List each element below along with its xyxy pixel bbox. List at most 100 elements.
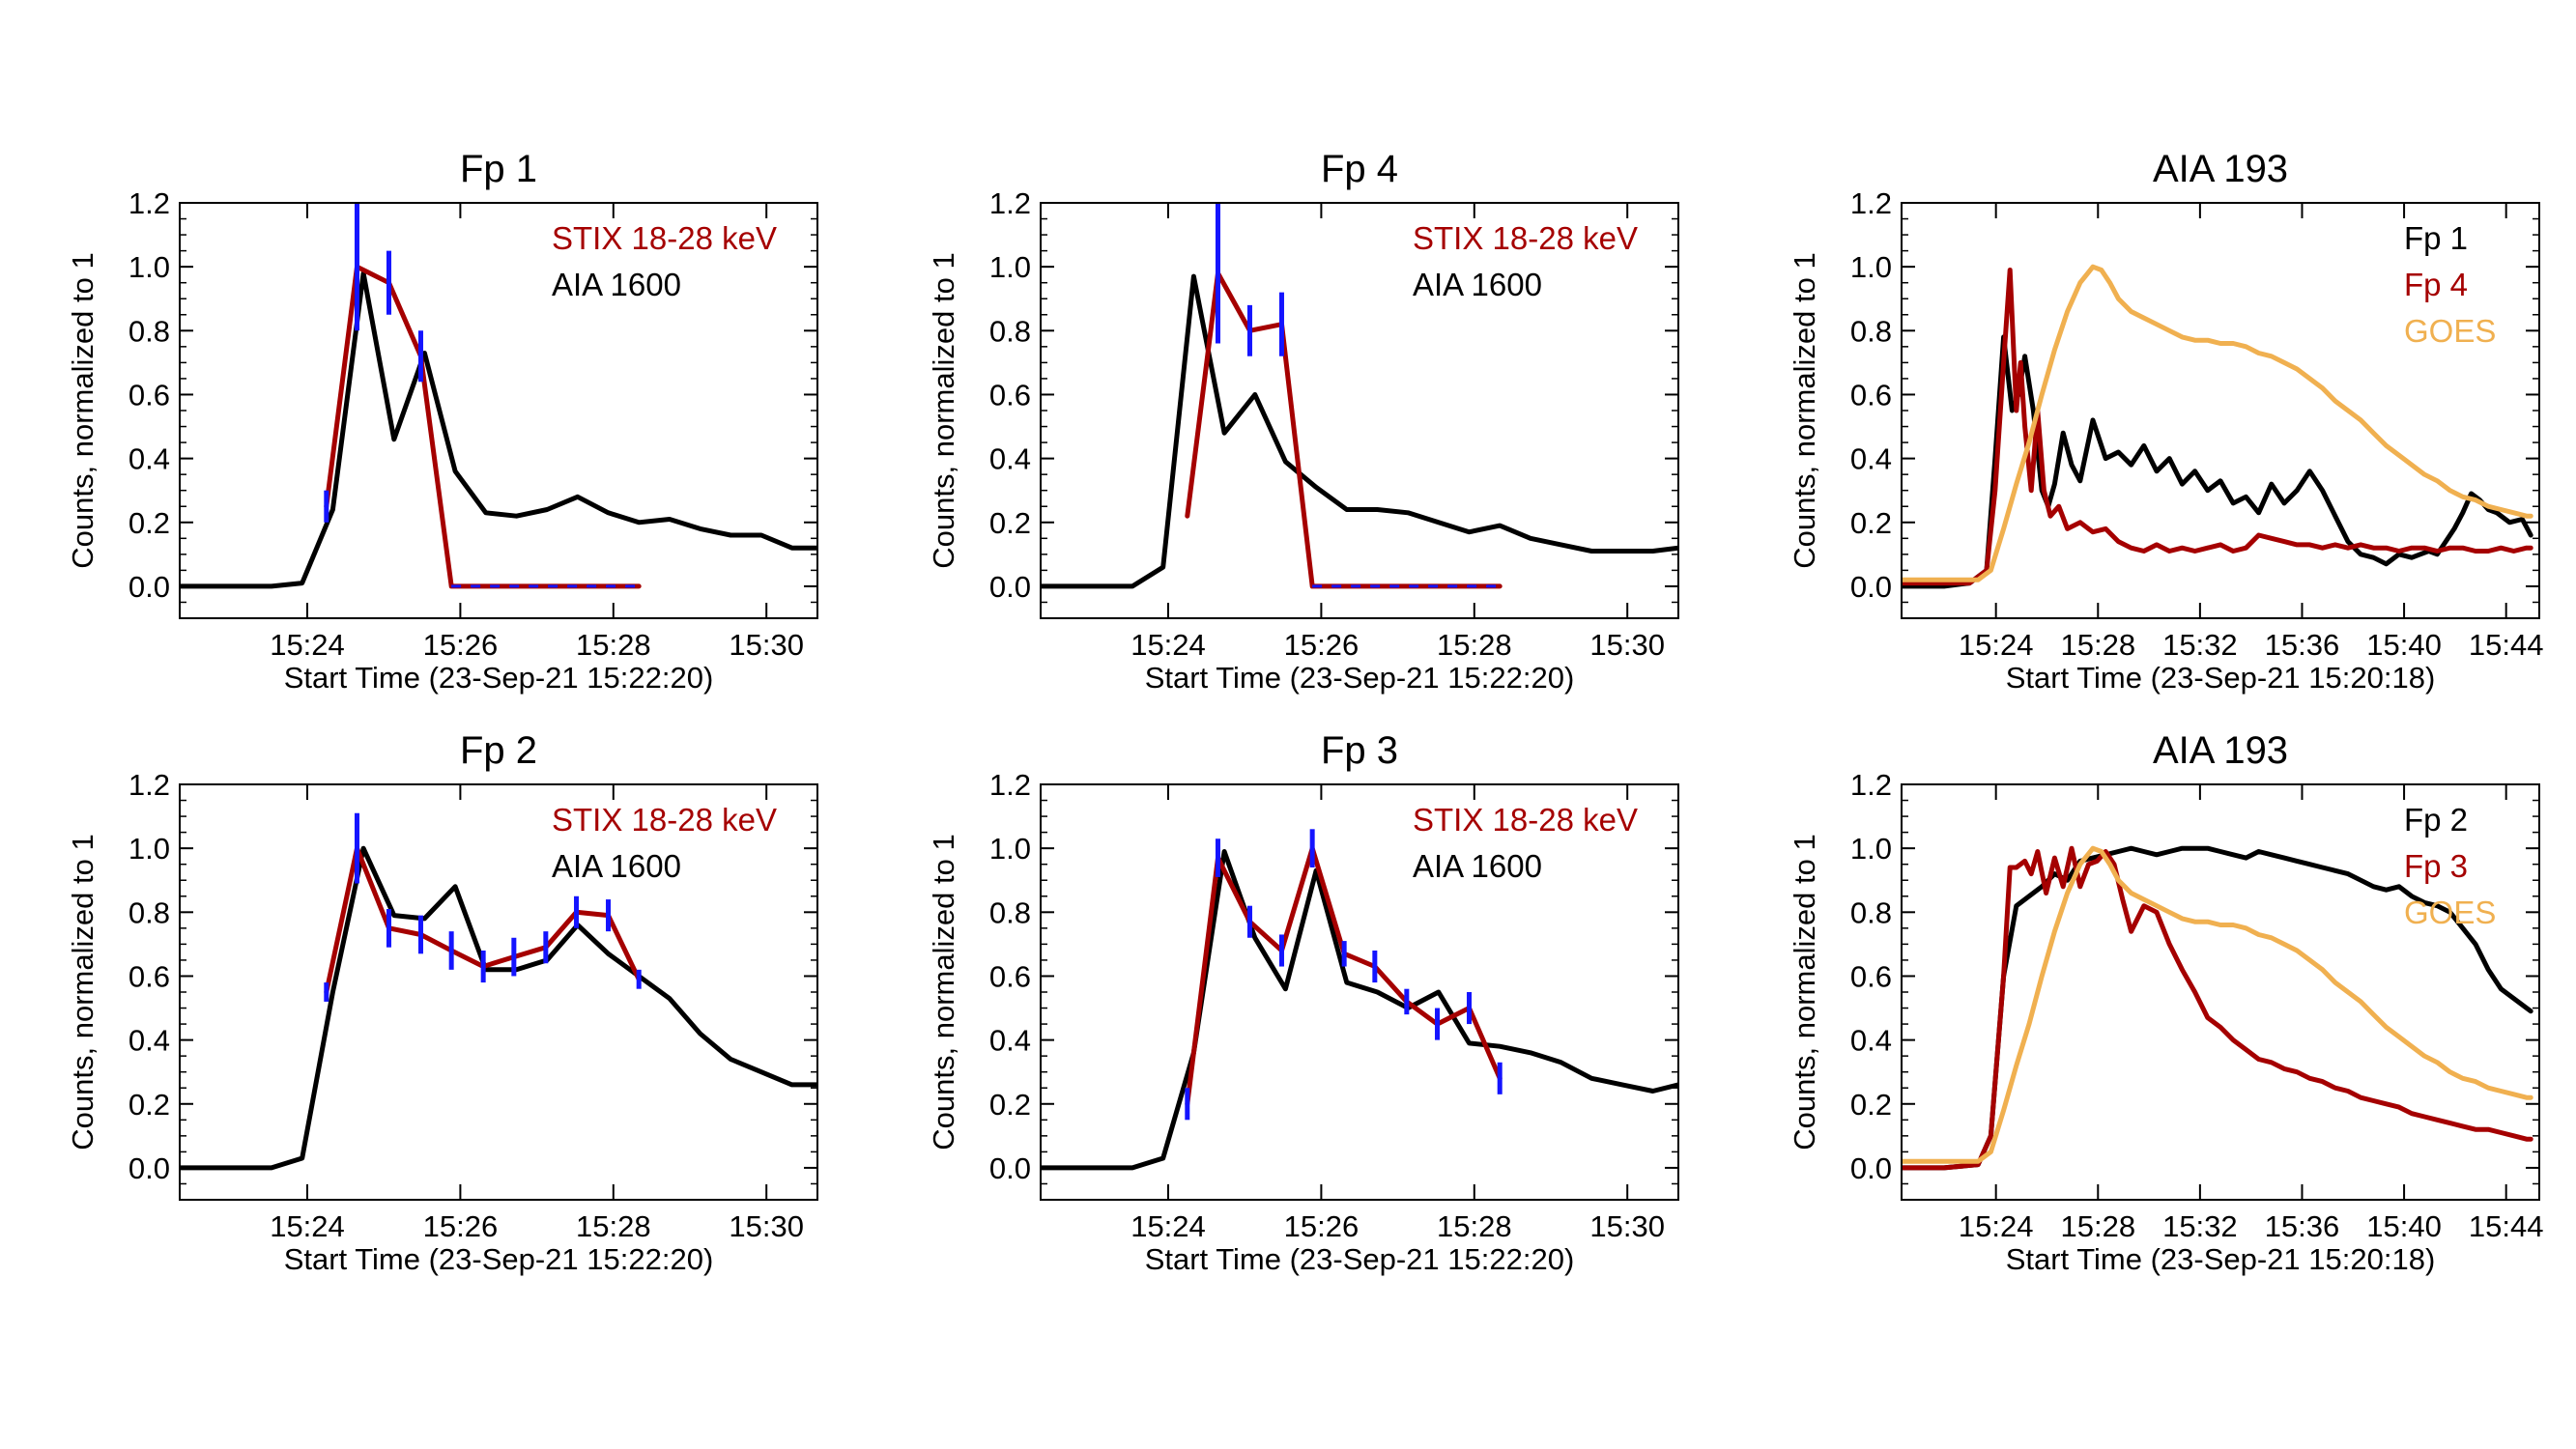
y-axis-label: Counts, normalized to 1 [1788,834,1821,1150]
series-line-fp-4 [1902,268,2533,586]
series-line-aia-1600 [180,270,817,589]
x-tick-label: 15:24 [270,1209,345,1243]
series-line-goes [1902,264,2533,582]
y-tick-label: 0.8 [129,895,170,929]
x-axis-label: Start Time (23-Sep-21 15:20:18) [2006,1242,2436,1276]
x-tick-label: 15:44 [2469,628,2544,662]
x-axis-label: Start Time (23-Sep-21 15:22:20) [1145,661,1575,695]
chart-title: Fp 3 [1321,729,1398,772]
y-axis-label: Counts, normalized to 1 [66,834,100,1150]
x-tick-label: 15:24 [1131,628,1206,662]
legend-label: STIX 18-28 keV [1413,220,1638,256]
plot-area [180,812,817,1171]
chart-panel-5: Fp 3 0.0 0.2 0.4 0.6 0.8 1.0 1.2 15:24 15:26 15:28… [927,729,1679,1276]
chart-title: AIA 193 [2153,729,2288,772]
series-line-aia-1600 [1041,849,1678,1171]
x-tick-label: 15:26 [1284,1209,1360,1243]
chart-title: Fp 2 [460,729,537,772]
y-tick-label: 0.2 [1850,506,1892,540]
x-tick-label: 15:30 [1589,628,1665,662]
y-tick-label: 0.8 [129,314,170,348]
series-line-stix-18-28-kev [1185,270,1503,589]
plot-frame [179,783,818,1201]
x-axis-label: Start Time (23-Sep-21 15:22:20) [284,661,714,695]
y-tick-label: 1.2 [1850,186,1892,220]
y-tick-label: 1.2 [989,768,1031,802]
x-tick-label: 15:40 [2366,628,2442,662]
plot-frame [1040,783,1679,1201]
x-tick-label: 15:28 [576,1209,651,1243]
y-tick-label: 1.2 [129,186,170,220]
plot-area [1041,829,1678,1171]
y-tick-label: 1.0 [129,250,170,284]
y-tick-label: 1.0 [1850,832,1892,866]
chart-title: AIA 193 [2153,148,2288,190]
y-tick-label: 0.4 [1850,1024,1892,1058]
y-axis-label: Counts, normalized to 1 [927,834,960,1150]
legend-label: Fp 3 [2404,848,2468,884]
plot-area [180,203,817,589]
plot-area [1902,264,2533,589]
chart-panel-2: Fp 4 0.0 0.2 0.4 0.6 0.8 1.0 1.2 15:24 15:26 15:28… [927,148,1679,695]
x-tick-label: 15:30 [729,628,804,662]
x-tick-label: 15:24 [270,628,345,662]
y-tick-label: 0.0 [129,1151,170,1185]
plot-frame [179,202,818,619]
x-axis-label: Start Time (23-Sep-21 15:20:18) [2006,661,2436,695]
x-tick-label: 15:30 [729,1209,804,1243]
x-tick-label: 15:40 [2366,1209,2442,1243]
legend-label: GOES [2404,313,2496,349]
x-tick-label: 15:30 [1589,1209,1665,1243]
y-tick-label: 1.0 [989,832,1031,866]
x-axis-label: Start Time (23-Sep-21 15:22:20) [1145,1242,1575,1276]
y-tick-label: 0.6 [989,959,1031,993]
y-tick-label: 0.4 [989,442,1031,476]
chart-title: Fp 4 [1321,148,1398,190]
y-tick-label: 0.2 [989,1088,1031,1122]
chart-panel-4: Fp 2 0.0 0.2 0.4 0.6 0.8 1.0 1.2 15:24 15:26 15:28… [66,729,818,1276]
y-tick-label: 0.8 [989,895,1031,929]
legend-label: AIA 1600 [552,848,681,884]
y-tick-label: 0.0 [989,570,1031,604]
legend-label: Fp 2 [2404,802,2468,838]
y-tick-label: 0.8 [989,314,1031,348]
y-tick-label: 0.4 [129,442,170,476]
chart-panel-6: AIA 193 0.0 0.2 0.4 0.6 0.8 1.0 1.2 15:24 15:28 15… [1788,729,2543,1276]
y-tick-label: 0.6 [129,378,170,412]
chart-title: Fp 1 [460,148,537,190]
x-tick-label: 15:28 [576,628,651,662]
y-tick-label: 0.0 [1850,1151,1892,1185]
y-axis-label: Counts, normalized to 1 [66,252,100,568]
series-line-aia-1600 [1041,273,1678,589]
x-tick-label: 15:26 [1284,628,1360,662]
y-tick-label: 0.4 [989,1024,1031,1058]
plot-area [1041,203,1678,589]
legend-label: Fp 4 [2404,267,2468,302]
y-axis-label: Counts, normalized to 1 [927,252,960,568]
series-line-fp-3 [1902,845,2533,1171]
legend-label: STIX 18-28 keV [552,802,777,838]
y-axis-label: Counts, normalized to 1 [1788,252,1821,568]
x-tick-label: 15:24 [1131,1209,1206,1243]
y-tick-label: 0.2 [1850,1088,1892,1122]
legend-label: AIA 1600 [1413,848,1542,884]
y-tick-label: 0.0 [989,1151,1031,1185]
chart-panel-3: AIA 193 0.0 0.2 0.4 0.6 0.8 1.0 1.2 15:24 15:28 15… [1788,148,2543,695]
chart-panel-1: Fp 1 0.0 0.2 0.4 0.6 0.8 1.0 1.2 15:24 15:26 15:28… [66,148,818,695]
y-tick-label: 0.0 [129,570,170,604]
x-tick-label: 15:24 [1959,1209,2034,1243]
x-tick-label: 15:36 [2265,628,2340,662]
y-tick-label: 0.0 [1850,570,1892,604]
y-tick-label: 0.6 [1850,959,1892,993]
x-tick-label: 15:36 [2265,1209,2340,1243]
x-tick-label: 15:44 [2469,1209,2544,1243]
legend-label: GOES [2404,895,2496,930]
y-tick-label: 1.2 [1850,768,1892,802]
plot-frame [1901,202,2540,619]
x-axis-label: Start Time (23-Sep-21 15:22:20) [284,1242,714,1276]
y-tick-label: 1.2 [129,768,170,802]
series-line-aia-1600 [180,845,817,1171]
legend-label: AIA 1600 [552,267,681,302]
plot-frame [1040,202,1679,619]
x-tick-label: 15:28 [2060,628,2135,662]
